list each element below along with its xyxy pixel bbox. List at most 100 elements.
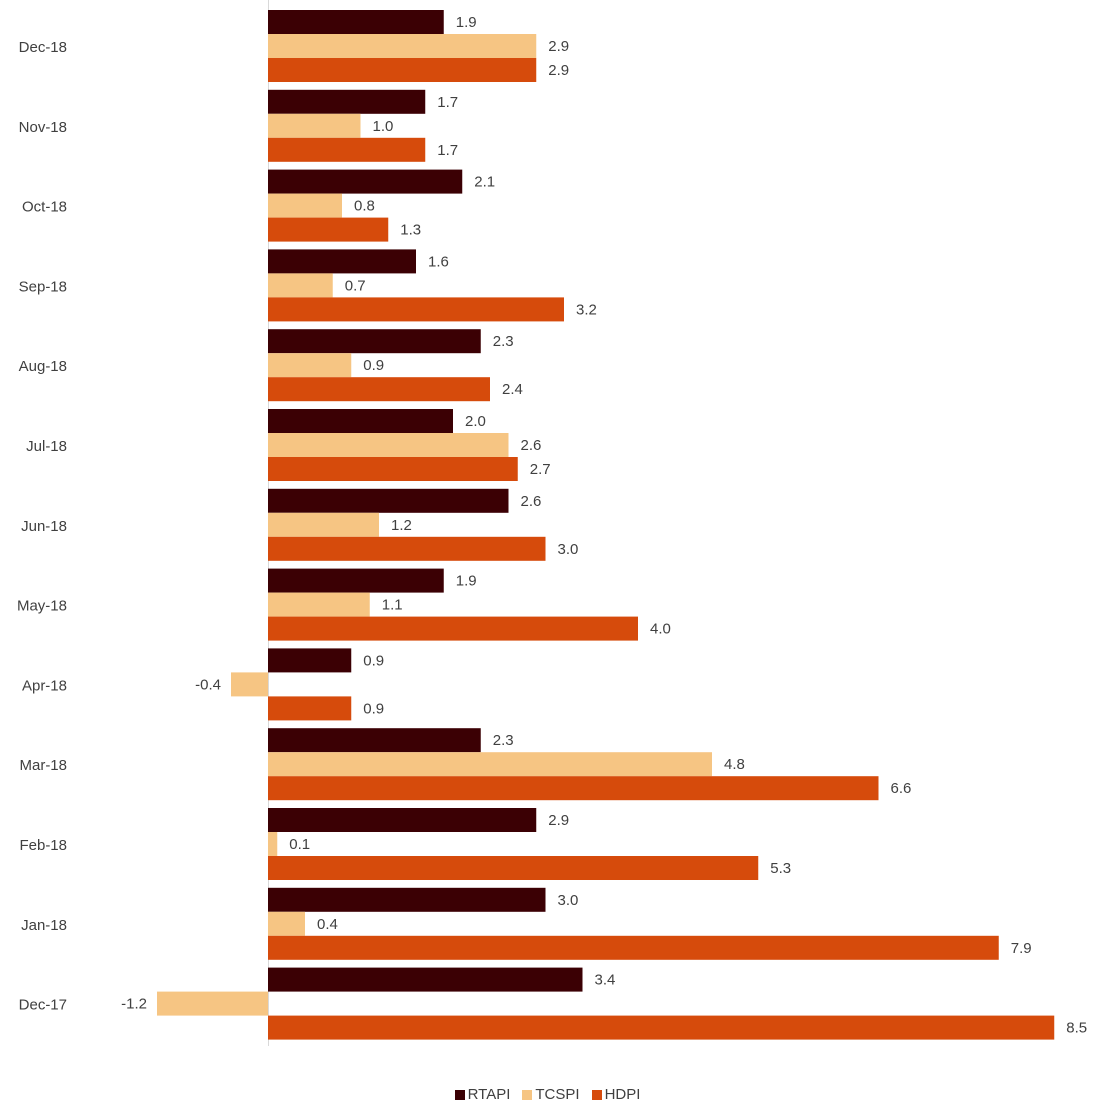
legend-item-tcspi: TCSPI bbox=[522, 1086, 580, 1103]
category-label: May-18 bbox=[17, 598, 67, 615]
data-label: 1.1 bbox=[382, 597, 403, 614]
legend-swatch bbox=[522, 1089, 533, 1100]
data-label: 0.1 bbox=[289, 836, 310, 853]
legend-item-rtapi: RTAPI bbox=[454, 1086, 511, 1103]
bar-rtapi bbox=[268, 169, 463, 194]
data-label: 7.9 bbox=[1011, 940, 1032, 957]
bar-tcspi bbox=[268, 193, 342, 218]
bar-rtapi bbox=[268, 728, 481, 753]
category-label: Nov-18 bbox=[19, 119, 67, 136]
data-label: 2.1 bbox=[474, 174, 495, 191]
category-label: Dec-18 bbox=[19, 39, 67, 56]
data-label: 2.9 bbox=[548, 62, 569, 79]
bar-chart: Dec-18 1.9 2.9 2.9 Nov-18 1.7 1.0 1.7 Oct-18 2.1 0… bbox=[17, 0, 1087, 1046]
data-label: 0.9 bbox=[363, 700, 384, 717]
bar-tcspi bbox=[268, 34, 537, 58]
category-label: Mar-18 bbox=[19, 757, 67, 774]
bar-hdpi bbox=[268, 58, 537, 82]
bar-hdpi bbox=[268, 696, 352, 721]
data-label: 2.9 bbox=[548, 38, 569, 55]
bar-tcspi bbox=[268, 752, 712, 777]
data-label: 3.2 bbox=[576, 301, 597, 318]
bar-hdpi bbox=[268, 776, 879, 801]
category-label: Jan-18 bbox=[21, 917, 67, 934]
bar-hdpi bbox=[268, 616, 638, 641]
bar-tcspi bbox=[157, 991, 268, 1016]
data-label: 2.0 bbox=[465, 413, 486, 430]
bar-rtapi bbox=[268, 967, 583, 992]
bar-rtapi bbox=[268, 887, 546, 912]
data-label: 2.6 bbox=[521, 437, 542, 454]
data-label: -1.2 bbox=[121, 996, 147, 1013]
data-label: 2.3 bbox=[493, 732, 514, 749]
bar-rtapi bbox=[268, 568, 444, 593]
bar-tcspi bbox=[268, 353, 352, 378]
bar-hdpi bbox=[268, 137, 426, 162]
bar-hdpi bbox=[268, 935, 999, 960]
category-label: Apr-18 bbox=[22, 677, 67, 694]
data-label: 3.0 bbox=[558, 541, 579, 558]
data-label: 1.9 bbox=[456, 14, 477, 31]
data-label: 4.8 bbox=[724, 756, 745, 773]
data-label: 2.3 bbox=[493, 333, 514, 350]
bar-hdpi bbox=[268, 457, 518, 481]
data-label: 2.9 bbox=[548, 812, 569, 829]
bar-hdpi bbox=[268, 297, 564, 322]
bar-rtapi bbox=[268, 409, 453, 433]
legend-swatch bbox=[454, 1089, 465, 1100]
bar-tcspi bbox=[268, 512, 379, 537]
legend-swatch bbox=[591, 1089, 602, 1100]
bar-rtapi bbox=[268, 648, 352, 673]
category-label: Sep-18 bbox=[19, 278, 67, 295]
data-label: 0.4 bbox=[317, 916, 338, 933]
bar-rtapi bbox=[268, 808, 537, 832]
data-label: 0.9 bbox=[363, 652, 384, 669]
bar-rtapi bbox=[268, 10, 444, 34]
bar-rtapi bbox=[268, 249, 416, 274]
data-label: 8.5 bbox=[1066, 1020, 1087, 1037]
data-label: 2.6 bbox=[521, 493, 542, 510]
data-label: 2.7 bbox=[530, 461, 551, 478]
category-label: Feb-18 bbox=[19, 837, 67, 854]
legend-label: RTAPI bbox=[467, 1086, 511, 1103]
category-label: Aug-18 bbox=[19, 358, 67, 375]
bar-tcspi bbox=[231, 672, 268, 697]
data-label: 1.6 bbox=[428, 253, 449, 270]
data-label: 2.4 bbox=[502, 381, 523, 398]
category-label: Jul-18 bbox=[26, 438, 67, 455]
legend-label: HDPI bbox=[604, 1086, 641, 1103]
data-label: 4.0 bbox=[650, 621, 671, 638]
category-label: Dec-17 bbox=[19, 997, 67, 1014]
legend-item-hdpi: HDPI bbox=[591, 1086, 641, 1103]
legend: RTAPI TCSPI HDPI bbox=[0, 1086, 1095, 1103]
data-label: 1.9 bbox=[456, 573, 477, 590]
bar-tcspi bbox=[268, 911, 305, 936]
bar-hdpi bbox=[268, 536, 546, 561]
bar-rtapi bbox=[268, 89, 426, 114]
data-label: 0.7 bbox=[345, 277, 366, 294]
data-label: 0.8 bbox=[354, 198, 375, 215]
bar-tcspi bbox=[268, 832, 278, 856]
bar-hdpi bbox=[268, 217, 389, 242]
data-label: 1.2 bbox=[391, 517, 412, 534]
data-label: 1.0 bbox=[373, 118, 394, 135]
legend-label: TCSPI bbox=[535, 1086, 580, 1103]
data-label: 1.3 bbox=[400, 222, 421, 239]
data-label: 0.9 bbox=[363, 357, 384, 374]
bar-hdpi bbox=[268, 856, 759, 880]
data-label: 1.7 bbox=[437, 142, 458, 159]
data-label: 6.6 bbox=[891, 780, 912, 797]
category-label: Oct-18 bbox=[22, 199, 67, 216]
bar-hdpi bbox=[268, 1015, 1055, 1040]
bar-hdpi bbox=[268, 377, 490, 402]
category-label: Jun-18 bbox=[21, 518, 67, 535]
bar-tcspi bbox=[268, 592, 370, 617]
bar-rtapi bbox=[268, 488, 509, 513]
bar-tcspi bbox=[268, 273, 333, 298]
data-label: 1.7 bbox=[437, 94, 458, 111]
bar-rtapi bbox=[268, 329, 481, 354]
data-label: 5.3 bbox=[770, 860, 791, 877]
bar-tcspi bbox=[268, 113, 361, 138]
data-label: 3.4 bbox=[595, 972, 616, 989]
data-label: -0.4 bbox=[195, 676, 221, 693]
